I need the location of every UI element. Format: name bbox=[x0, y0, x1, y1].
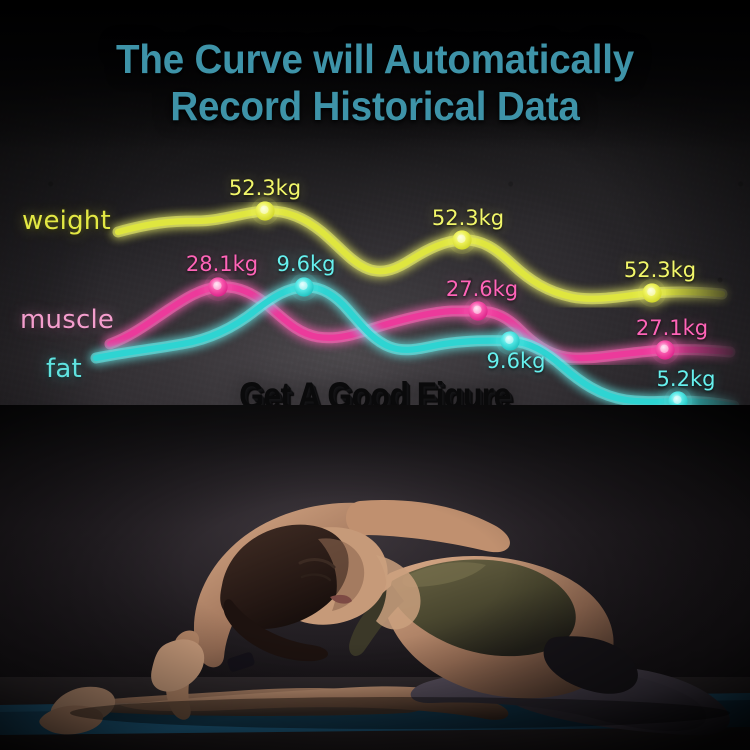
data-point-highlight bbox=[660, 344, 669, 353]
photo-illustration bbox=[0, 405, 750, 750]
data-point-muscle[interactable] bbox=[655, 340, 675, 360]
data-point-fat[interactable] bbox=[500, 331, 520, 351]
data-point-highlight bbox=[213, 281, 222, 290]
data-point-fat[interactable] bbox=[294, 277, 314, 297]
data-point-weight[interactable] bbox=[255, 201, 275, 221]
data-point-highlight bbox=[260, 205, 269, 214]
data-point-highlight bbox=[647, 287, 656, 296]
data-point-highlight bbox=[457, 234, 466, 243]
yoga-woman-side-bend-photo bbox=[0, 405, 750, 750]
series-fat-line bbox=[90, 281, 740, 412]
data-point-weight[interactable] bbox=[452, 230, 472, 250]
data-point-highlight bbox=[473, 305, 482, 314]
data-point-highlight bbox=[299, 281, 308, 290]
data-point-markers[interactable] bbox=[204, 197, 692, 415]
series-weight-line bbox=[112, 205, 728, 305]
data-point-weight[interactable] bbox=[642, 283, 662, 303]
chart-svg bbox=[90, 197, 740, 415]
history-curve-chart: weight muscle fat 52.3kg 52.3kg 52.3kg 28.1kg… bbox=[20, 176, 740, 415]
data-point-highlight bbox=[673, 395, 682, 404]
data-point-muscle[interactable] bbox=[208, 277, 228, 297]
data-point-muscle[interactable] bbox=[468, 301, 488, 321]
data-point-highlight bbox=[505, 335, 514, 344]
top-dark-fade bbox=[0, 0, 750, 150]
